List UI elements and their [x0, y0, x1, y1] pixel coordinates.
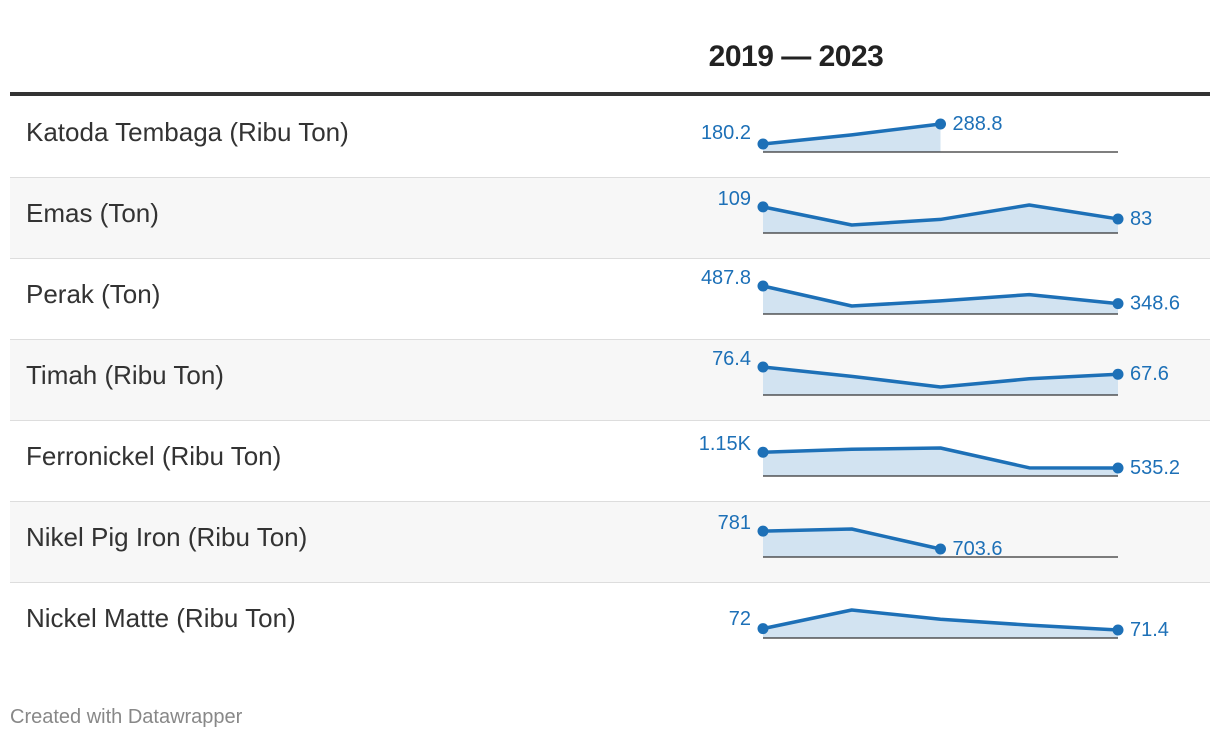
sparkline-line: [761, 203, 1120, 227]
table-header: 2019 — 2023: [10, 0, 1210, 96]
sparkline: 76.4 67.6: [712, 348, 1169, 396]
sparkline-line: [761, 608, 1120, 632]
sparkline: 109 83: [718, 188, 1152, 234]
table-row: Nickel Matte (Ribu Ton) 72 71.4: [10, 583, 1210, 664]
end-value-label: 348.6: [1130, 293, 1180, 315]
end-value-label: 703.6: [953, 538, 1003, 560]
start-value-label: 180.2: [701, 122, 751, 144]
end-point: [1112, 368, 1124, 380]
footer-credit: Created with Datawrapper: [10, 706, 243, 728]
end-point: [935, 118, 946, 130]
row-label: Katoda Tembaga (Ribu Ton): [26, 117, 349, 147]
sparkline: 180.2 288.8: [701, 113, 1118, 153]
start-value-label: 781: [718, 512, 751, 534]
table-row: Emas (Ton) 109 83: [10, 178, 1210, 259]
sparkline-line: [761, 446, 1120, 470]
sparkline-line: [761, 122, 943, 146]
end-point: [1112, 213, 1124, 225]
row-label: Ferronickel (Ribu Ton): [26, 441, 282, 471]
row-label: Perak (Ton): [26, 279, 161, 309]
table-row: Nikel Pig Iron (Ribu Ton) 781 703.6: [10, 502, 1210, 583]
column-title: 2019 — 2023: [708, 40, 884, 73]
start-point: [757, 138, 769, 150]
table-row: Katoda Tembaga (Ribu Ton) 180.2 288.8: [10, 97, 1210, 178]
start-value-label: 109: [718, 188, 751, 210]
sparkline: 1.15K 535.2: [699, 433, 1180, 479]
table-body: Katoda Tembaga (Ribu Ton) 180.2 288.8 Ema…: [10, 97, 1210, 664]
end-value-label: 288.8: [953, 113, 1003, 135]
sparkline-area: [763, 367, 1118, 395]
row-label: Nickel Matte (Ribu Ton): [26, 603, 296, 633]
end-point: [1112, 298, 1124, 310]
start-point: [757, 446, 769, 458]
start-point: [757, 201, 769, 213]
table-row: Perak (Ton) 487.8 348.6: [10, 259, 1210, 340]
row-label: Timah (Ribu Ton): [26, 360, 224, 390]
sparkline-line: [761, 527, 943, 551]
sparkline-line: [761, 365, 1120, 389]
end-value-label: 535.2: [1130, 457, 1180, 479]
start-value-label: 72: [729, 608, 751, 630]
end-point: [1112, 624, 1124, 636]
sparkline-area: [763, 610, 1118, 638]
start-point: [757, 525, 769, 537]
start-point: [757, 361, 769, 373]
end-point: [935, 543, 946, 555]
start-value-label: 76.4: [712, 348, 751, 370]
row-label: Emas (Ton): [26, 198, 159, 228]
start-value-label: 1.15K: [699, 433, 752, 455]
table-row: Ferronickel (Ribu Ton) 1.15K 535.2: [10, 421, 1210, 502]
sparkline: 72 71.4: [729, 608, 1169, 641]
start-value-label: 487.8: [701, 267, 751, 289]
start-point: [757, 623, 769, 635]
row-label: Nikel Pig Iron (Ribu Ton): [26, 522, 308, 552]
end-value-label: 83: [1130, 208, 1152, 230]
sparkline: 487.8 348.6: [701, 267, 1180, 315]
sparkline-area: [763, 529, 941, 557]
sparkline: 781 703.6: [718, 512, 1118, 560]
end-point: [1112, 462, 1124, 474]
table-row: Timah (Ribu Ton) 76.4 67.6: [10, 340, 1210, 421]
start-point: [757, 280, 769, 292]
end-value-label: 71.4: [1130, 619, 1169, 641]
sparkline-line: [761, 284, 1120, 308]
end-value-label: 67.6: [1130, 363, 1169, 385]
